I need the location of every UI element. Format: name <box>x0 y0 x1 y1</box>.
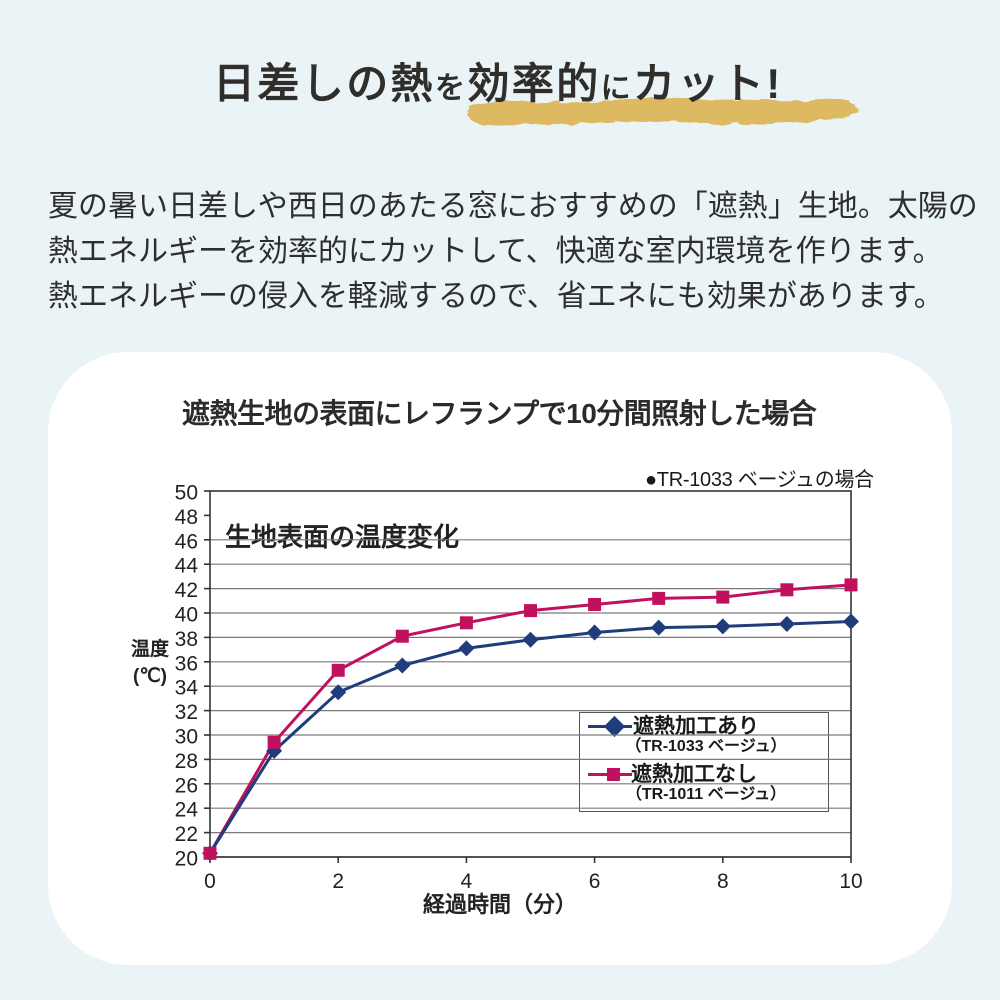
svg-text:10: 10 <box>839 870 862 893</box>
svg-text:22: 22 <box>175 823 198 846</box>
svg-text:0: 0 <box>204 870 216 893</box>
svg-text:28: 28 <box>175 750 198 773</box>
svg-text:36: 36 <box>175 652 198 675</box>
svg-text:38: 38 <box>175 628 198 651</box>
svg-text:48: 48 <box>175 506 198 529</box>
svg-text:44: 44 <box>175 555 199 578</box>
svg-text:40: 40 <box>175 604 198 627</box>
svg-text:50: 50 <box>175 482 198 505</box>
svg-text:2: 2 <box>332 870 344 893</box>
svg-text:34: 34 <box>175 677 199 700</box>
svg-text:30: 30 <box>175 726 198 749</box>
svg-text:4: 4 <box>461 870 473 893</box>
svg-text:8: 8 <box>717 870 729 893</box>
svg-text:24: 24 <box>175 799 199 822</box>
svg-text:20: 20 <box>175 848 198 871</box>
svg-text:6: 6 <box>589 870 601 893</box>
svg-text:32: 32 <box>175 701 198 724</box>
svg-text:46: 46 <box>175 530 198 553</box>
svg-text:42: 42 <box>175 579 198 602</box>
svg-text:26: 26 <box>175 774 198 797</box>
